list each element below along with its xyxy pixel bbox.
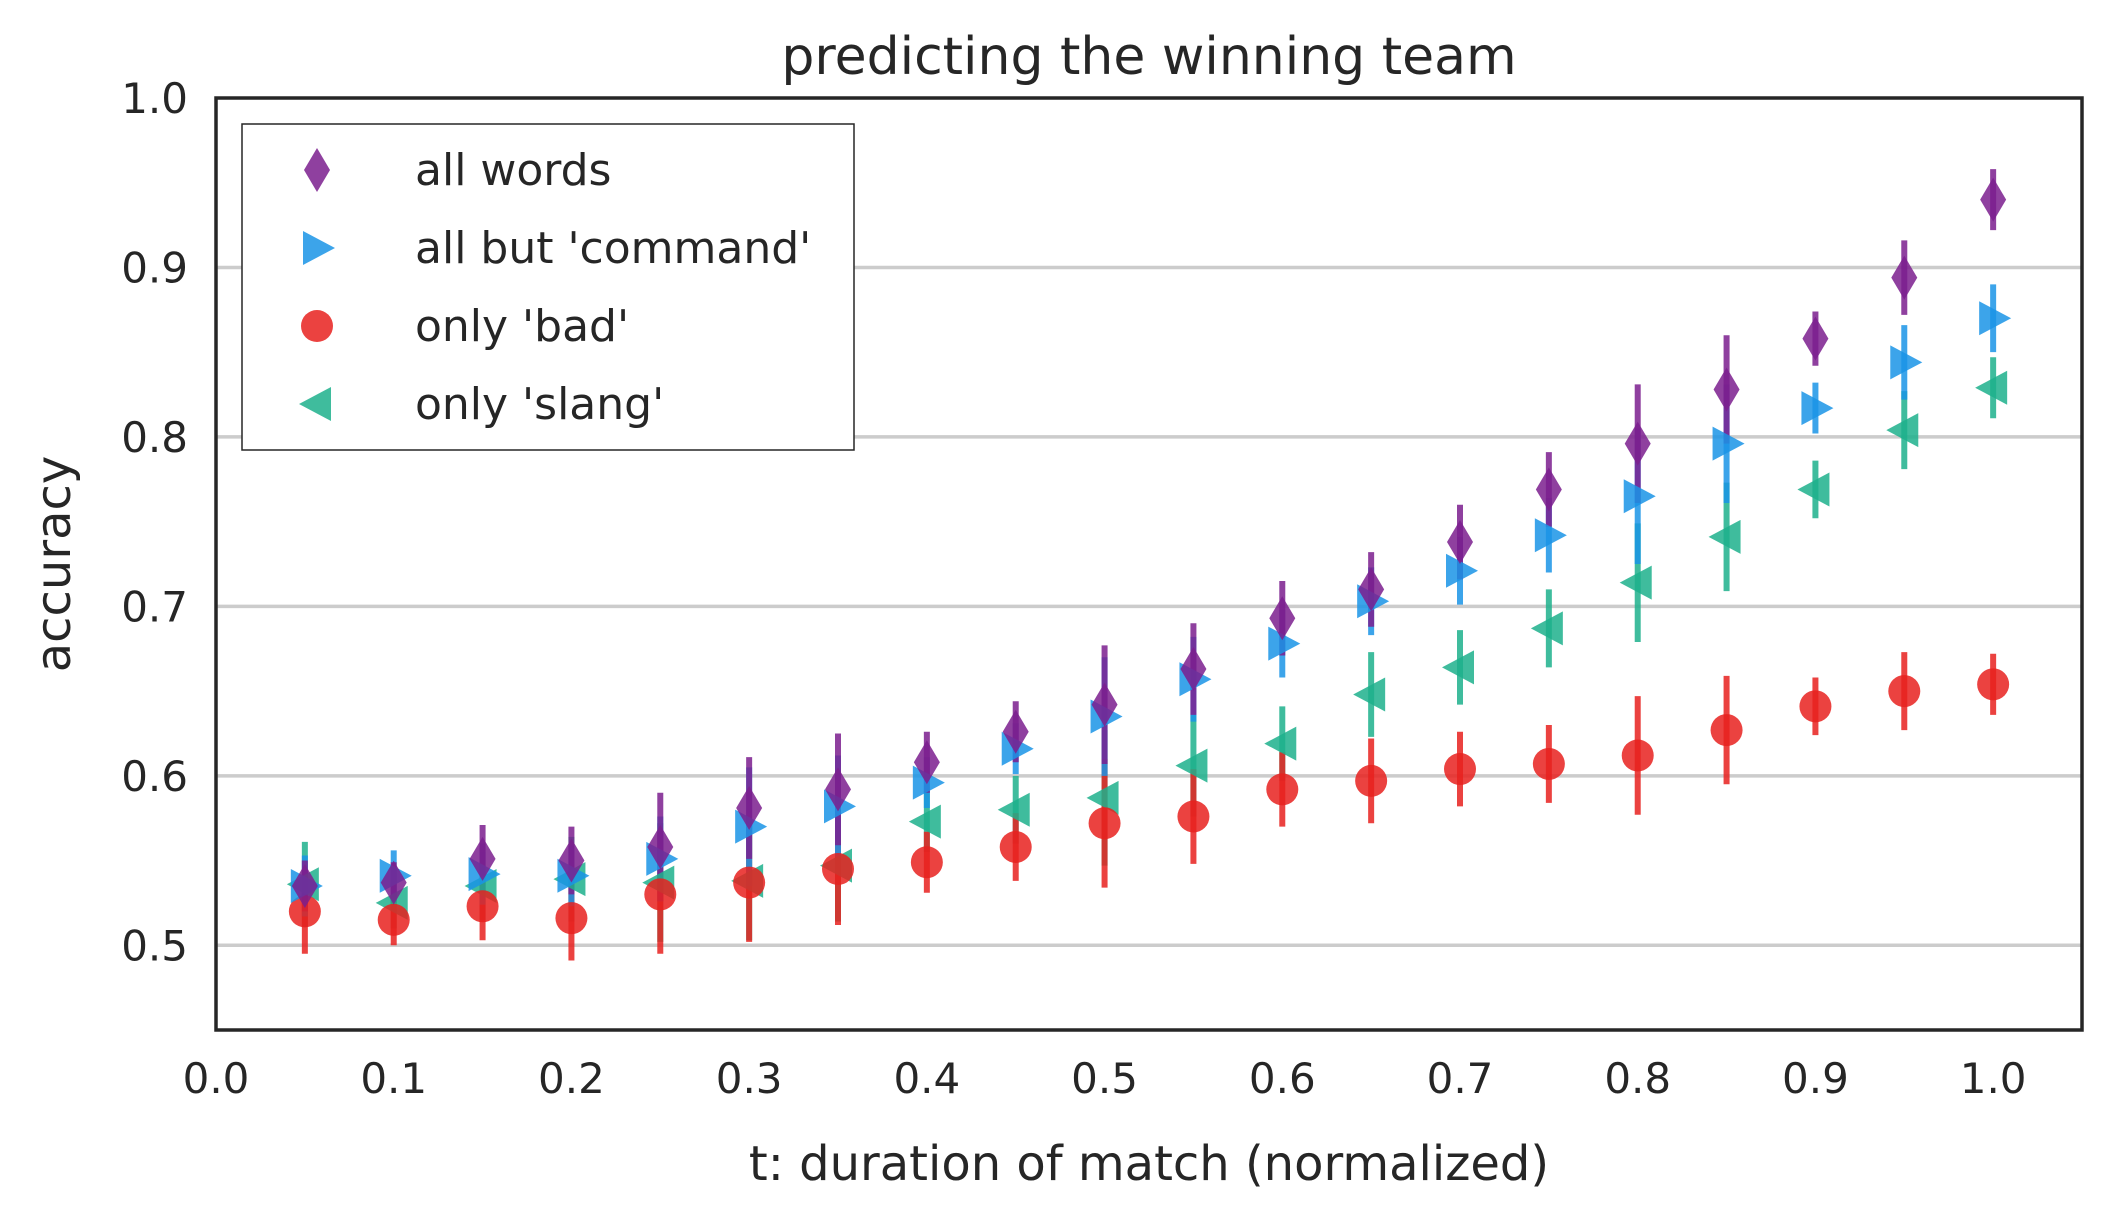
data-point: [380, 860, 407, 905]
data-point: [1177, 800, 1210, 833]
x-tick-label: 0.1: [360, 1054, 427, 1103]
legend-marker: [299, 387, 331, 421]
x-tick-label: 0.4: [893, 1054, 960, 1103]
y-tick-labels: 0.5 0.6 0.7 0.8 0.9 1.0: [121, 74, 188, 970]
data-point: [1713, 367, 1740, 412]
data-point: [1979, 301, 2012, 336]
data-point: [1802, 316, 1829, 361]
data-point: [1266, 773, 1299, 806]
data-point: [1269, 596, 1296, 641]
data-point: [1175, 748, 1208, 783]
data-point: [1530, 611, 1563, 646]
data-point: [1801, 391, 1834, 426]
data-point: [1623, 479, 1656, 514]
y-tick-label: 0.9: [121, 243, 188, 292]
x-tick-label: 0.8: [1604, 1054, 1671, 1103]
x-tick-label: 0.9: [1782, 1054, 1849, 1103]
data-point: [733, 866, 766, 899]
data-point: [1446, 553, 1478, 588]
x-tick-label: 1.0: [1960, 1054, 2027, 1103]
data-point: [1890, 345, 1923, 380]
data-point: [1708, 519, 1741, 554]
data-point: [1268, 626, 1301, 661]
data-point: [555, 902, 588, 935]
x-tick-label: 0.5: [1071, 1054, 1138, 1103]
data-point: [1447, 519, 1473, 564]
x-tick-label: 0.0: [183, 1054, 250, 1103]
data-point: [1535, 467, 1562, 512]
data-point: [466, 890, 499, 923]
data-point: [999, 830, 1032, 863]
data-point: [647, 824, 674, 869]
data-point: [1621, 739, 1654, 772]
y-tick-label: 0.7: [121, 582, 188, 631]
data-point: [908, 804, 941, 839]
data-point: [1977, 668, 2010, 701]
data-point: [913, 740, 940, 785]
data-point: [469, 836, 496, 881]
data-point: [736, 786, 763, 831]
data-point: [288, 895, 321, 928]
legend-label: all words: [415, 145, 611, 196]
legend: all words all but 'command' only 'bad' only…: [241, 123, 855, 451]
data-point: [1534, 518, 1567, 553]
legend-label: only 'bad': [415, 301, 629, 352]
y-tick-label: 1.0: [121, 74, 188, 123]
data-point: [1712, 426, 1745, 461]
legend-label: all but 'command': [415, 223, 811, 274]
data-point: [1002, 709, 1029, 754]
data-point: [644, 878, 677, 911]
legend-marker: [304, 148, 330, 192]
data-point: [1532, 747, 1565, 780]
data-point: [1797, 472, 1830, 507]
legend-label: only 'slang': [415, 379, 664, 430]
x-tick-label: 0.6: [1249, 1054, 1316, 1103]
x-tick-labels: 0.0 0.1 0.2 0.3 0.4 0.5 0.6 0.7 0.8 0.9 1.0: [183, 1054, 2027, 1103]
legend-marker: [301, 310, 333, 342]
legend-marker: [303, 231, 335, 265]
x-tick-label: 0.3: [716, 1054, 783, 1103]
data-point: [1888, 675, 1921, 708]
data-point: [1442, 650, 1474, 685]
data-point: [1088, 807, 1121, 840]
data-point: [1624, 421, 1651, 466]
chart-title: predicting the winning team: [781, 27, 1516, 87]
y-tick-label: 0.8: [121, 413, 188, 462]
data-point: [1264, 726, 1297, 761]
data-point: [291, 863, 318, 908]
data-point: [1180, 647, 1207, 692]
data-point: [558, 838, 585, 883]
data-point: [997, 792, 1030, 827]
data-point: [1975, 370, 2008, 405]
data-point: [910, 846, 943, 879]
y-tick-label: 0.6: [121, 752, 188, 801]
y-axis-label: accuracy: [26, 456, 82, 673]
data-point: [1886, 413, 1919, 448]
data-point: [1710, 714, 1743, 747]
y-tick-label: 0.5: [121, 921, 188, 970]
data-point: [1980, 177, 2007, 222]
x-tick-label: 0.7: [1427, 1054, 1494, 1103]
x-axis-label: t: duration of match (normalized): [749, 1136, 1549, 1192]
data-point: [1444, 753, 1476, 786]
data-point: [1355, 764, 1388, 797]
data-point: [1619, 565, 1652, 600]
plot-frame: [214, 96, 2084, 1032]
data-point: [377, 903, 410, 936]
legend-box: [241, 123, 855, 451]
data-point: [1091, 682, 1118, 727]
data-point: [1358, 567, 1385, 612]
data-point: [1086, 780, 1119, 815]
data-point: [1799, 690, 1832, 723]
data-point: [1353, 677, 1386, 712]
data-point: [822, 853, 854, 886]
data-point: [1891, 255, 1918, 300]
data-point: [825, 767, 851, 812]
x-tick-label: 0.2: [538, 1054, 605, 1103]
marker-layer: [286, 177, 2012, 936]
